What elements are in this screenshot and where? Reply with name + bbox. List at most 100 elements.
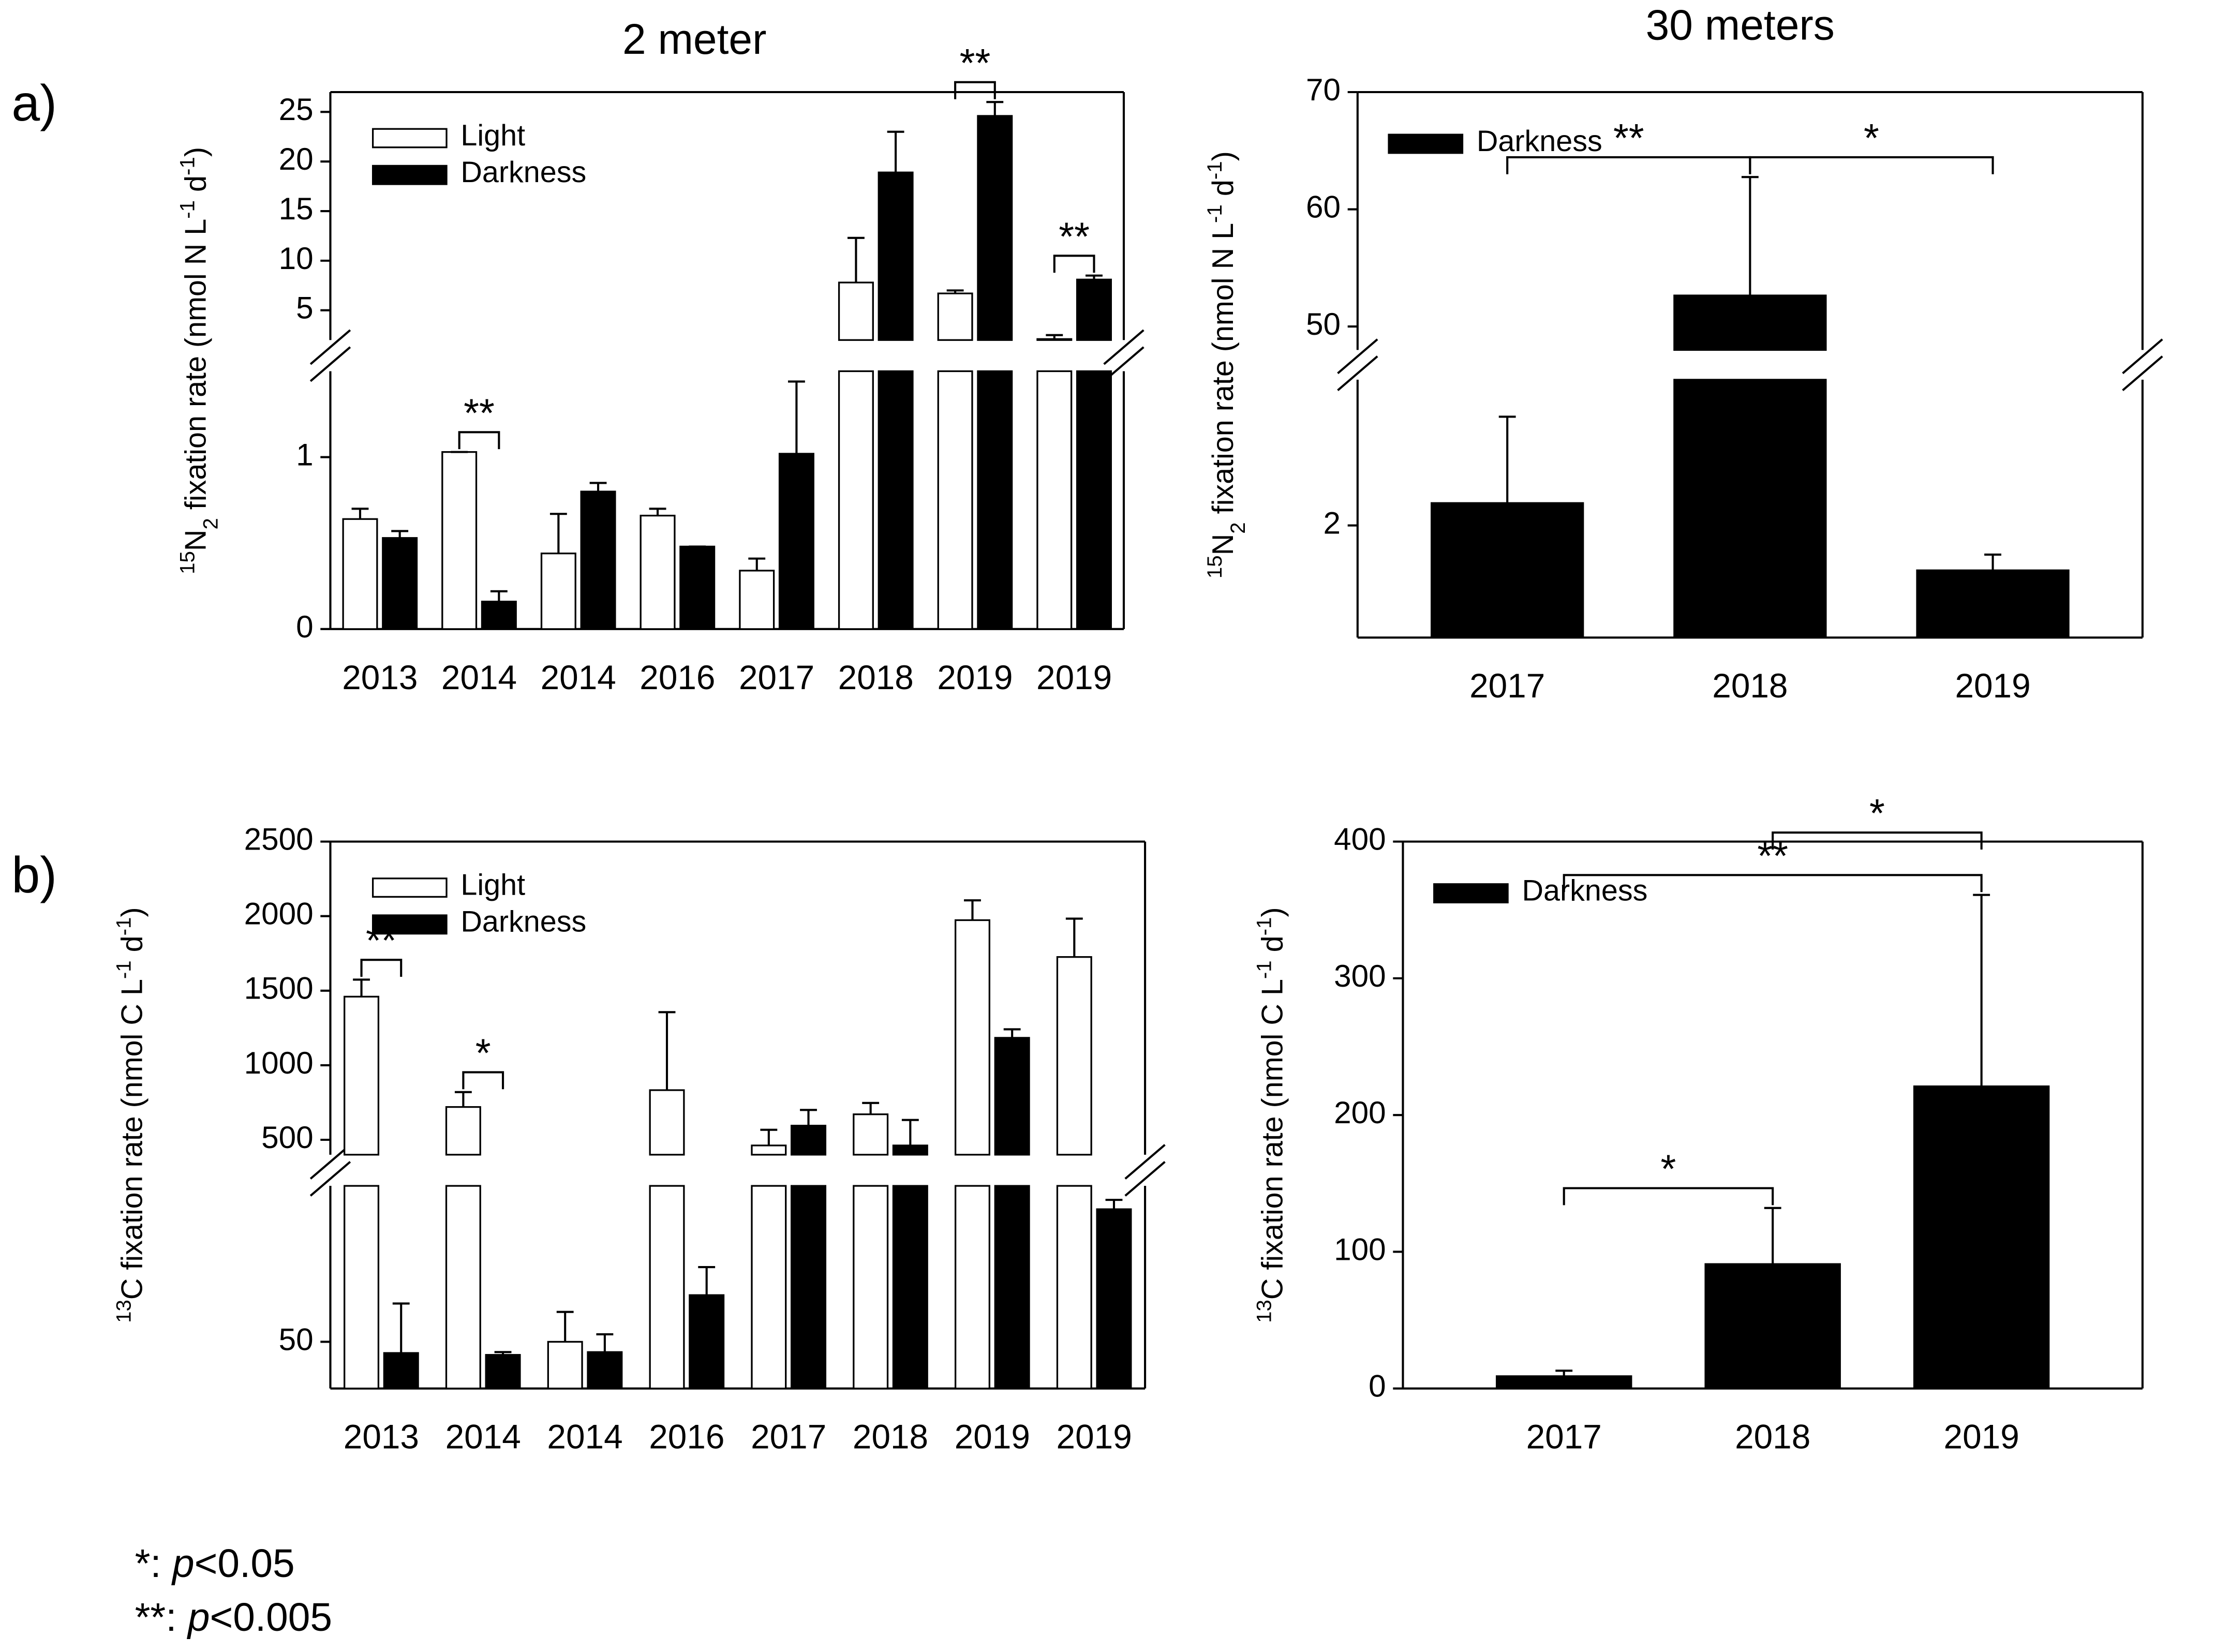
bar	[679, 545, 716, 630]
axis-break	[1337, 338, 1378, 375]
bar	[382, 537, 418, 630]
text-part: N	[1207, 534, 1240, 556]
y-tick-label: 0	[296, 609, 314, 644]
text-part: fixation rate (nmol N L	[1207, 223, 1240, 522]
significance-label: *	[1661, 1148, 1676, 1192]
x-tick-label: 2019	[1036, 659, 1112, 696]
bar	[649, 1089, 685, 1156]
significance-label: **	[960, 41, 991, 85]
text-part: *:	[135, 1542, 172, 1586]
x-tick-label: 2019	[1057, 1418, 1132, 1456]
text-part: )	[1256, 907, 1289, 917]
significance-label: **	[366, 919, 397, 963]
y-tick-label: 5	[296, 290, 314, 325]
y-tick-label: 200	[1334, 1095, 1386, 1130]
legend-label: Darkness	[1522, 874, 1647, 907]
significance-bracket	[360, 959, 403, 977]
bar	[1913, 1085, 2050, 1390]
axis-break	[309, 1160, 351, 1197]
text-part: d	[1207, 180, 1240, 204]
axis-break	[2122, 338, 2163, 375]
y-tick-label: 300	[1334, 958, 1386, 993]
text-part: 15	[175, 551, 199, 574]
significance-bracket	[954, 81, 996, 99]
significance-bracket	[1563, 1187, 1774, 1205]
panel-label: b)	[11, 846, 57, 903]
bar	[751, 1185, 787, 1390]
text-part: 15	[1202, 555, 1226, 578]
text-part: )	[1207, 151, 1240, 161]
bar	[791, 1185, 827, 1390]
y-tick-label: 2	[1323, 505, 1341, 541]
x-tick-label: 2014	[441, 659, 517, 696]
x-tick-label: 2017	[1526, 1418, 1602, 1456]
bar	[485, 1354, 521, 1390]
bar	[838, 281, 874, 341]
x-tick-label: 2017	[1469, 667, 1545, 705]
bar	[441, 451, 478, 630]
y-tick-label: 400	[1334, 822, 1386, 857]
bar	[383, 1352, 419, 1390]
axis-break	[1103, 329, 1144, 365]
bar	[994, 1185, 1030, 1390]
y-tick-label: 0	[1369, 1368, 1386, 1404]
x-tick-label: 2019	[1955, 667, 2030, 705]
x-tick-label: 2013	[342, 659, 418, 696]
bar	[878, 370, 914, 630]
significance-label: **	[1613, 116, 1644, 160]
legend-swatch	[371, 877, 448, 898]
significance-label: **	[464, 391, 495, 435]
legend-label: Darkness	[1477, 125, 1602, 158]
significance-bracket	[1749, 156, 1994, 174]
text-part: 13	[1252, 1300, 1275, 1323]
y-axis-label: 15N2 fixation rate (nmol N L-1 d-1)	[1202, 151, 1249, 578]
text-part: -1	[175, 157, 199, 175]
text-part: p	[187, 1596, 210, 1640]
text-part: 2	[1226, 522, 1249, 533]
significance-bracket	[1053, 255, 1095, 273]
text-part: **:	[135, 1596, 188, 1640]
bar	[954, 1185, 990, 1390]
y-tick-label: 20	[279, 141, 314, 176]
bar	[977, 370, 1013, 630]
panel-label: a)	[11, 75, 57, 131]
significance-label: *	[475, 1031, 491, 1075]
text-part: -1	[1202, 204, 1226, 223]
text-part: <0.05	[195, 1542, 295, 1586]
bar	[892, 1144, 928, 1156]
x-tick-label: 2014	[541, 659, 616, 696]
bar	[640, 514, 676, 630]
axis-break	[309, 346, 351, 382]
legend-label: Darkness	[460, 156, 586, 189]
y-tick-label: 1000	[244, 1045, 314, 1080]
bar	[445, 1106, 481, 1156]
bar	[344, 1185, 380, 1390]
bar	[1076, 370, 1112, 630]
bar	[1056, 1185, 1092, 1390]
text-part: p	[171, 1542, 195, 1586]
text-part: fixation rate (nmol N L	[179, 219, 212, 518]
bar	[540, 553, 576, 630]
y-axis-label: 15N2 fixation rate (nmol N L-1 d-1)	[175, 147, 222, 574]
y-tick-label: 60	[1306, 189, 1341, 224]
bar	[1916, 569, 2070, 638]
bar	[1673, 379, 1827, 638]
bar	[342, 518, 378, 630]
bar	[649, 1185, 685, 1390]
bar	[1036, 370, 1073, 630]
x-tick-label: 2016	[640, 659, 715, 696]
y-tick-label: 1500	[244, 971, 314, 1006]
legend-swatch	[371, 128, 448, 148]
y-tick-label: 50	[1306, 306, 1341, 341]
y-tick-label: 1	[296, 437, 314, 472]
x-tick-label: 2017	[751, 1418, 826, 1456]
bar	[1496, 1375, 1632, 1390]
text-part: -1	[112, 917, 135, 936]
footnote: *: p<0.05	[135, 1542, 295, 1586]
y-tick-label: 25	[279, 92, 314, 127]
x-tick-label: 2018	[838, 659, 914, 696]
bar	[344, 995, 380, 1156]
legend-label: Light	[460, 868, 525, 901]
legend-label: Darkness	[460, 905, 586, 939]
